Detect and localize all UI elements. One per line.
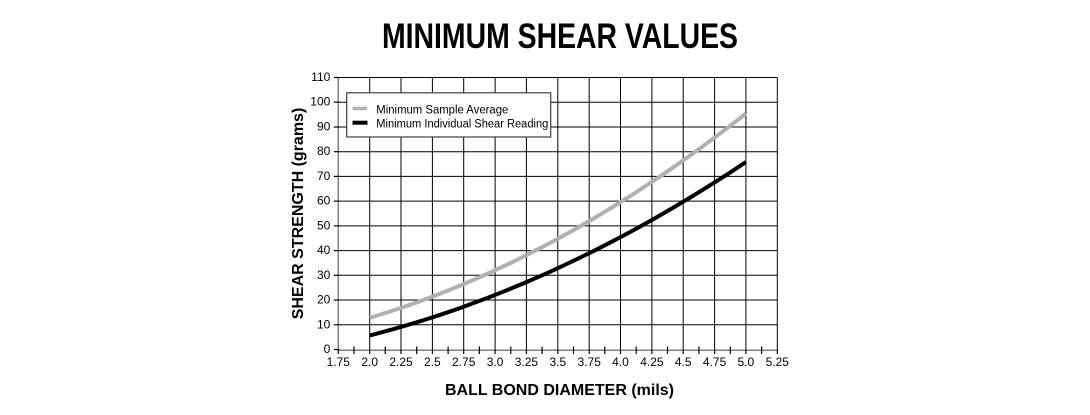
svg-text:90: 90: [317, 120, 331, 134]
svg-text:70: 70: [317, 169, 331, 183]
svg-text:Minimum Individual Shear Readi: Minimum Individual Shear Reading: [376, 118, 548, 130]
svg-text:2.75: 2.75: [452, 355, 476, 369]
svg-text:0: 0: [324, 342, 331, 356]
svg-text:50: 50: [317, 218, 331, 232]
svg-text:2.5: 2.5: [424, 355, 441, 369]
svg-text:MINIMUM SHEAR VALUES: MINIMUM SHEAR VALUES: [382, 17, 738, 56]
svg-text:4.5: 4.5: [675, 355, 692, 369]
svg-text:30: 30: [317, 268, 331, 282]
svg-text:4.25: 4.25: [640, 355, 664, 369]
svg-text:60: 60: [317, 194, 331, 208]
svg-text:Minimum Sample Average: Minimum Sample Average: [376, 104, 508, 116]
svg-text:110: 110: [311, 70, 330, 84]
svg-text:2.0: 2.0: [361, 355, 378, 369]
svg-text:2.25: 2.25: [389, 355, 413, 369]
svg-text:4.0: 4.0: [612, 355, 629, 369]
svg-text:10: 10: [317, 317, 331, 331]
svg-text:20: 20: [317, 293, 331, 307]
svg-text:SHEAR STRENGTH (grams): SHEAR STRENGTH (grams): [290, 108, 307, 320]
svg-text:4.75: 4.75: [703, 355, 727, 369]
svg-text:5.0: 5.0: [738, 355, 755, 369]
svg-text:3.5: 3.5: [549, 355, 566, 369]
svg-text:5.25: 5.25: [766, 355, 790, 369]
svg-text:1.75: 1.75: [327, 355, 351, 369]
svg-text:40: 40: [317, 243, 331, 257]
svg-text:3.25: 3.25: [515, 355, 539, 369]
svg-text:80: 80: [317, 144, 331, 158]
svg-text:3.0: 3.0: [487, 355, 504, 369]
svg-text:BALL BOND DIAMETER (mils): BALL BOND DIAMETER (mils): [445, 382, 674, 399]
svg-text:3.75: 3.75: [578, 355, 602, 369]
svg-text:100: 100: [310, 95, 330, 109]
